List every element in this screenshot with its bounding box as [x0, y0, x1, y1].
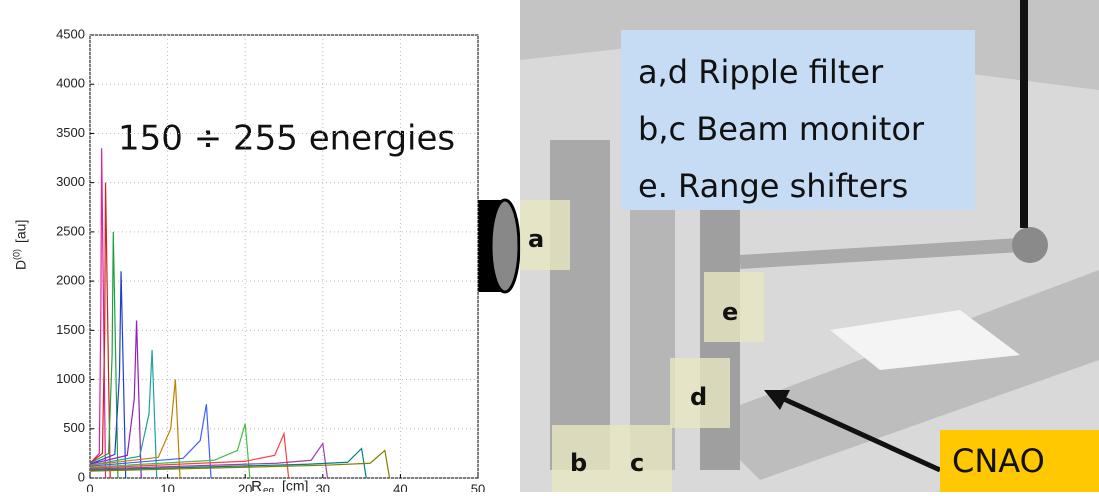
y-label-group: D (0) [au]: [11, 220, 28, 270]
plot-area: [89, 34, 479, 479]
series-line: [89, 431, 290, 479]
arrow: [773, 392, 942, 473]
x-tick-label: 0: [86, 481, 93, 492]
photo-arm: [739, 238, 1021, 269]
series-line: [89, 423, 251, 479]
x-tick-label: 10: [160, 481, 174, 492]
beam-cylinder-face: [489, 198, 521, 294]
x-tick-label: 40: [393, 481, 407, 492]
arrow-head: [764, 390, 790, 410]
series-line: [89, 379, 181, 479]
photo-plate: [830, 310, 1020, 370]
info-box: [621, 30, 975, 210]
series-line: [89, 441, 329, 479]
photo-cable: [1020, 0, 1028, 228]
info-line: a,d Ripple filter: [638, 53, 884, 91]
x-label-unit: [cm]: [282, 478, 308, 492]
annotation: 150 ÷ 255 energies: [118, 119, 455, 159]
y-tick-label: 4000: [56, 76, 85, 91]
part-label: c: [630, 449, 644, 477]
y-tick-label: 3000: [56, 174, 85, 189]
label-patch: [520, 200, 570, 270]
x-tick-label: 30: [316, 481, 330, 492]
series-line: [89, 182, 111, 479]
x-tick-label: 50: [471, 481, 485, 492]
photo-frame: [550, 140, 610, 470]
y-label-unit: [au]: [13, 220, 29, 243]
y-tick-label: 0: [78, 469, 85, 484]
x-tick-label: 20: [238, 481, 252, 492]
caption: CNAO: [952, 442, 1045, 480]
y-tick-label: 1500: [56, 322, 85, 337]
part-label: d: [690, 383, 707, 411]
x-label: R: [251, 478, 262, 492]
y-tick-label: 1000: [56, 371, 85, 386]
part-label: a: [528, 225, 544, 253]
label-patch: [704, 272, 764, 342]
y-tick-label: 500: [63, 420, 85, 435]
series-line: [89, 447, 367, 479]
series-line: [89, 404, 212, 479]
y-tick-label: 4500: [56, 26, 85, 41]
y-tick-label: 2000: [56, 273, 85, 288]
series-line: [89, 449, 391, 479]
part-label: e: [722, 298, 738, 326]
info-line: e. Range shifters: [638, 167, 908, 205]
series-line: [89, 320, 142, 479]
x-label-sub: eq: [263, 486, 274, 492]
series-line: [89, 349, 158, 479]
info-line: b,c Beam monitor: [638, 110, 925, 148]
y-label: D: [13, 260, 29, 270]
y-tick-label: 3500: [56, 125, 85, 140]
photo-ball: [1012, 227, 1048, 263]
caption-box: [940, 430, 1099, 492]
y-label-sup: (0): [11, 249, 21, 260]
y-tick-label: 2500: [56, 223, 85, 238]
label-patch: [552, 425, 672, 492]
series-line: [89, 271, 127, 479]
photo-table: [700, 270, 1099, 480]
label-patch: [670, 358, 730, 428]
series-line: [89, 231, 119, 479]
series-line: [89, 148, 107, 479]
part-label: b: [570, 449, 587, 477]
